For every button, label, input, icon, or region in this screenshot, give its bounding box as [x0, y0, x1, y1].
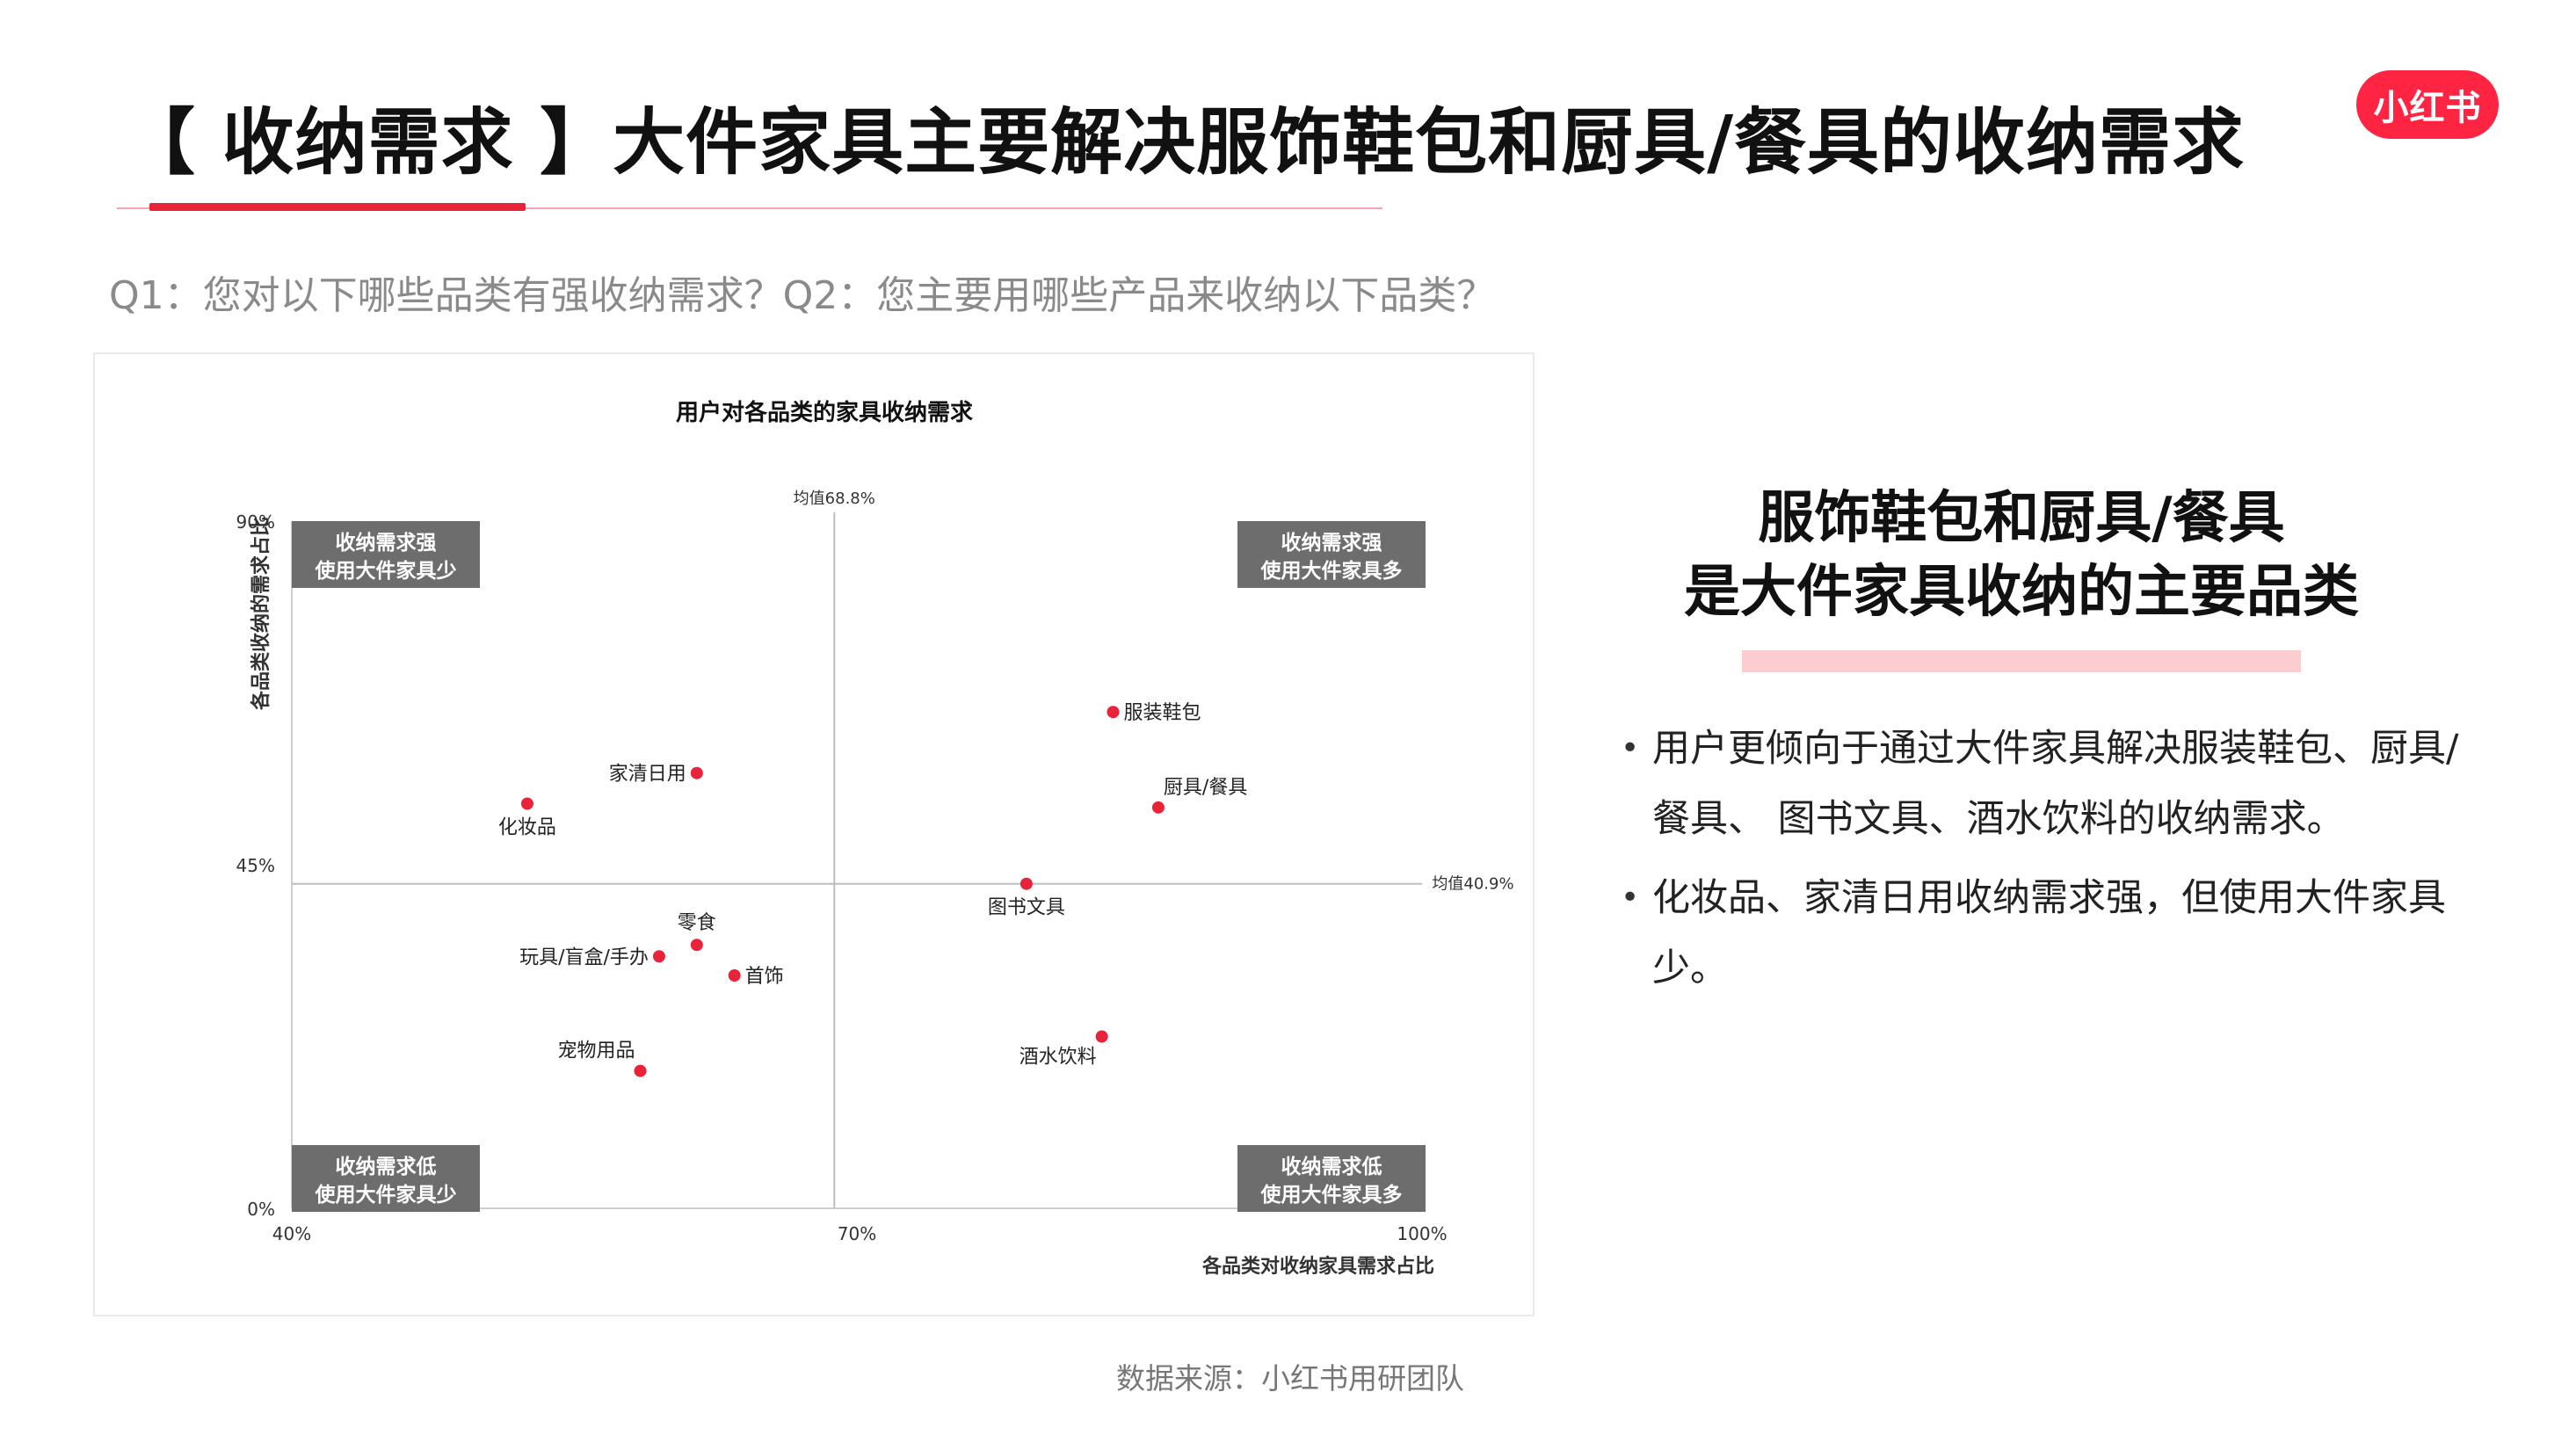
quadrant-label-line: 使用大件家具少: [315, 1183, 457, 1207]
title-accent-bar: [149, 203, 526, 211]
headline-line-1: 服饰鞋包和厨具/餐具: [1758, 486, 2285, 551]
quadrant-label-line: 使用大件家具少: [315, 559, 457, 583]
quadrant-label-line: 收纳需求低: [1281, 1155, 1382, 1178]
mean-x-label: 均值68.8%: [794, 489, 875, 508]
bullet-item: • 化妆品、家清日用收纳需求强，但使用大件家具少。: [1615, 863, 2459, 1004]
data-point-label: 化妆品: [498, 816, 556, 838]
scatter-chart: 用户对各品类的家具收纳需求 均值68.8% 均值40.9% 90% 45% 0%…: [236, 399, 1514, 1278]
data-point-label: 服装鞋包: [1123, 702, 1201, 724]
y-axis-label: 各品类收纳的需求占比: [250, 517, 272, 711]
data-source: 数据来源：小红书用研团队: [1116, 1361, 1464, 1396]
data-point-label: 首饰: [745, 966, 784, 988]
x-tick-70: 70%: [838, 1223, 876, 1244]
x-tick-100: 100%: [1397, 1223, 1447, 1244]
data-point-label: 图书文具: [988, 897, 1065, 919]
data-point: [520, 797, 533, 810]
page-title: 【 收纳需求 】大件家具主要解决服饰鞋包和厨具/餐具的收纳需求: [123, 101, 2246, 185]
y-tick-90: 90%: [236, 511, 275, 533]
title-divider: [117, 207, 1382, 209]
summary-headline: 服饰鞋包和厨具/餐具 是大件家具收纳的主要品类: [1635, 482, 2408, 629]
quadrant-label-line: 收纳需求强: [336, 531, 437, 555]
chart-title: 用户对各品类的家具收纳需求: [676, 399, 973, 426]
data-point-label: 酒水饮料: [1020, 1047, 1097, 1069]
chart-panel: 用户对各品类的家具收纳需求 均值68.8% 均值40.9% 90% 45% 0%…: [93, 352, 1535, 1316]
quadrant-label-bottom-left: 收纳需求低 使用大件家具少: [292, 1145, 480, 1212]
data-point-label: 厨具/餐具: [1164, 777, 1247, 799]
x-axis-label: 各品类对收纳家具需求占比: [1201, 1255, 1434, 1278]
data-point: [652, 950, 665, 963]
quadrant-label-line: 使用大件家具多: [1260, 559, 1403, 583]
brand-logo: 小红书: [2356, 70, 2499, 139]
mean-y-label: 均值40.9%: [1432, 875, 1513, 894]
bullet-dot-icon: •: [1621, 880, 1640, 916]
data-point-label: 家清日用: [609, 764, 686, 786]
headline-highlight-bar: [1742, 650, 2301, 672]
quadrant-label-line: 收纳需求低: [336, 1155, 437, 1178]
bullet-text: 化妆品、家清日用收纳需求强，但使用大件家具少。: [1652, 876, 2446, 990]
quadrant-label-top-left: 收纳需求强 使用大件家具少: [292, 521, 480, 588]
data-point-label: 宠物用品: [558, 1040, 635, 1062]
quadrant-label-bottom-right: 收纳需求低 使用大件家具多: [1237, 1145, 1426, 1212]
data-point: [634, 1064, 647, 1077]
y-tick-45: 45%: [236, 855, 275, 876]
bullet-text: 用户更倾向于通过大件家具解决服装鞋包、厨具/餐具、 图书文具、酒水饮料的收纳需求…: [1652, 727, 2459, 841]
x-tick-40: 40%: [272, 1223, 311, 1244]
survey-question: Q1：您对以下哪些品类有强收纳需求？Q2：您主要用哪些产品来收纳以下品类？: [109, 273, 1496, 318]
data-point: [1107, 706, 1120, 719]
quadrant-label-line: 使用大件家具多: [1260, 1183, 1403, 1207]
data-point: [690, 939, 703, 952]
data-point: [1020, 877, 1033, 890]
headline-line-2: 是大件家具收纳的主要品类: [1684, 560, 2359, 625]
summary-bullets: • 用户更倾向于通过大件家具解决服装鞋包、厨具/餐具、 图书文具、酒水饮料的收纳需…: [1615, 714, 2459, 1012]
data-point: [690, 766, 703, 779]
quadrant-label-top-right: 收纳需求强 使用大件家具多: [1237, 521, 1426, 588]
bullet-item: • 用户更倾向于通过大件家具解决服装鞋包、厨具/餐具、 图书文具、酒水饮料的收纳需…: [1615, 714, 2459, 854]
data-point: [728, 968, 741, 982]
data-point-label: 玩具/盲盒/手办: [519, 946, 649, 968]
data-point-label: 零食: [678, 912, 716, 934]
y-tick-0: 0%: [247, 1199, 275, 1220]
bullet-dot-icon: •: [1621, 730, 1640, 766]
data-point: [1095, 1030, 1108, 1043]
quadrant-label-line: 收纳需求强: [1281, 531, 1382, 555]
data-point: [1151, 801, 1165, 814]
